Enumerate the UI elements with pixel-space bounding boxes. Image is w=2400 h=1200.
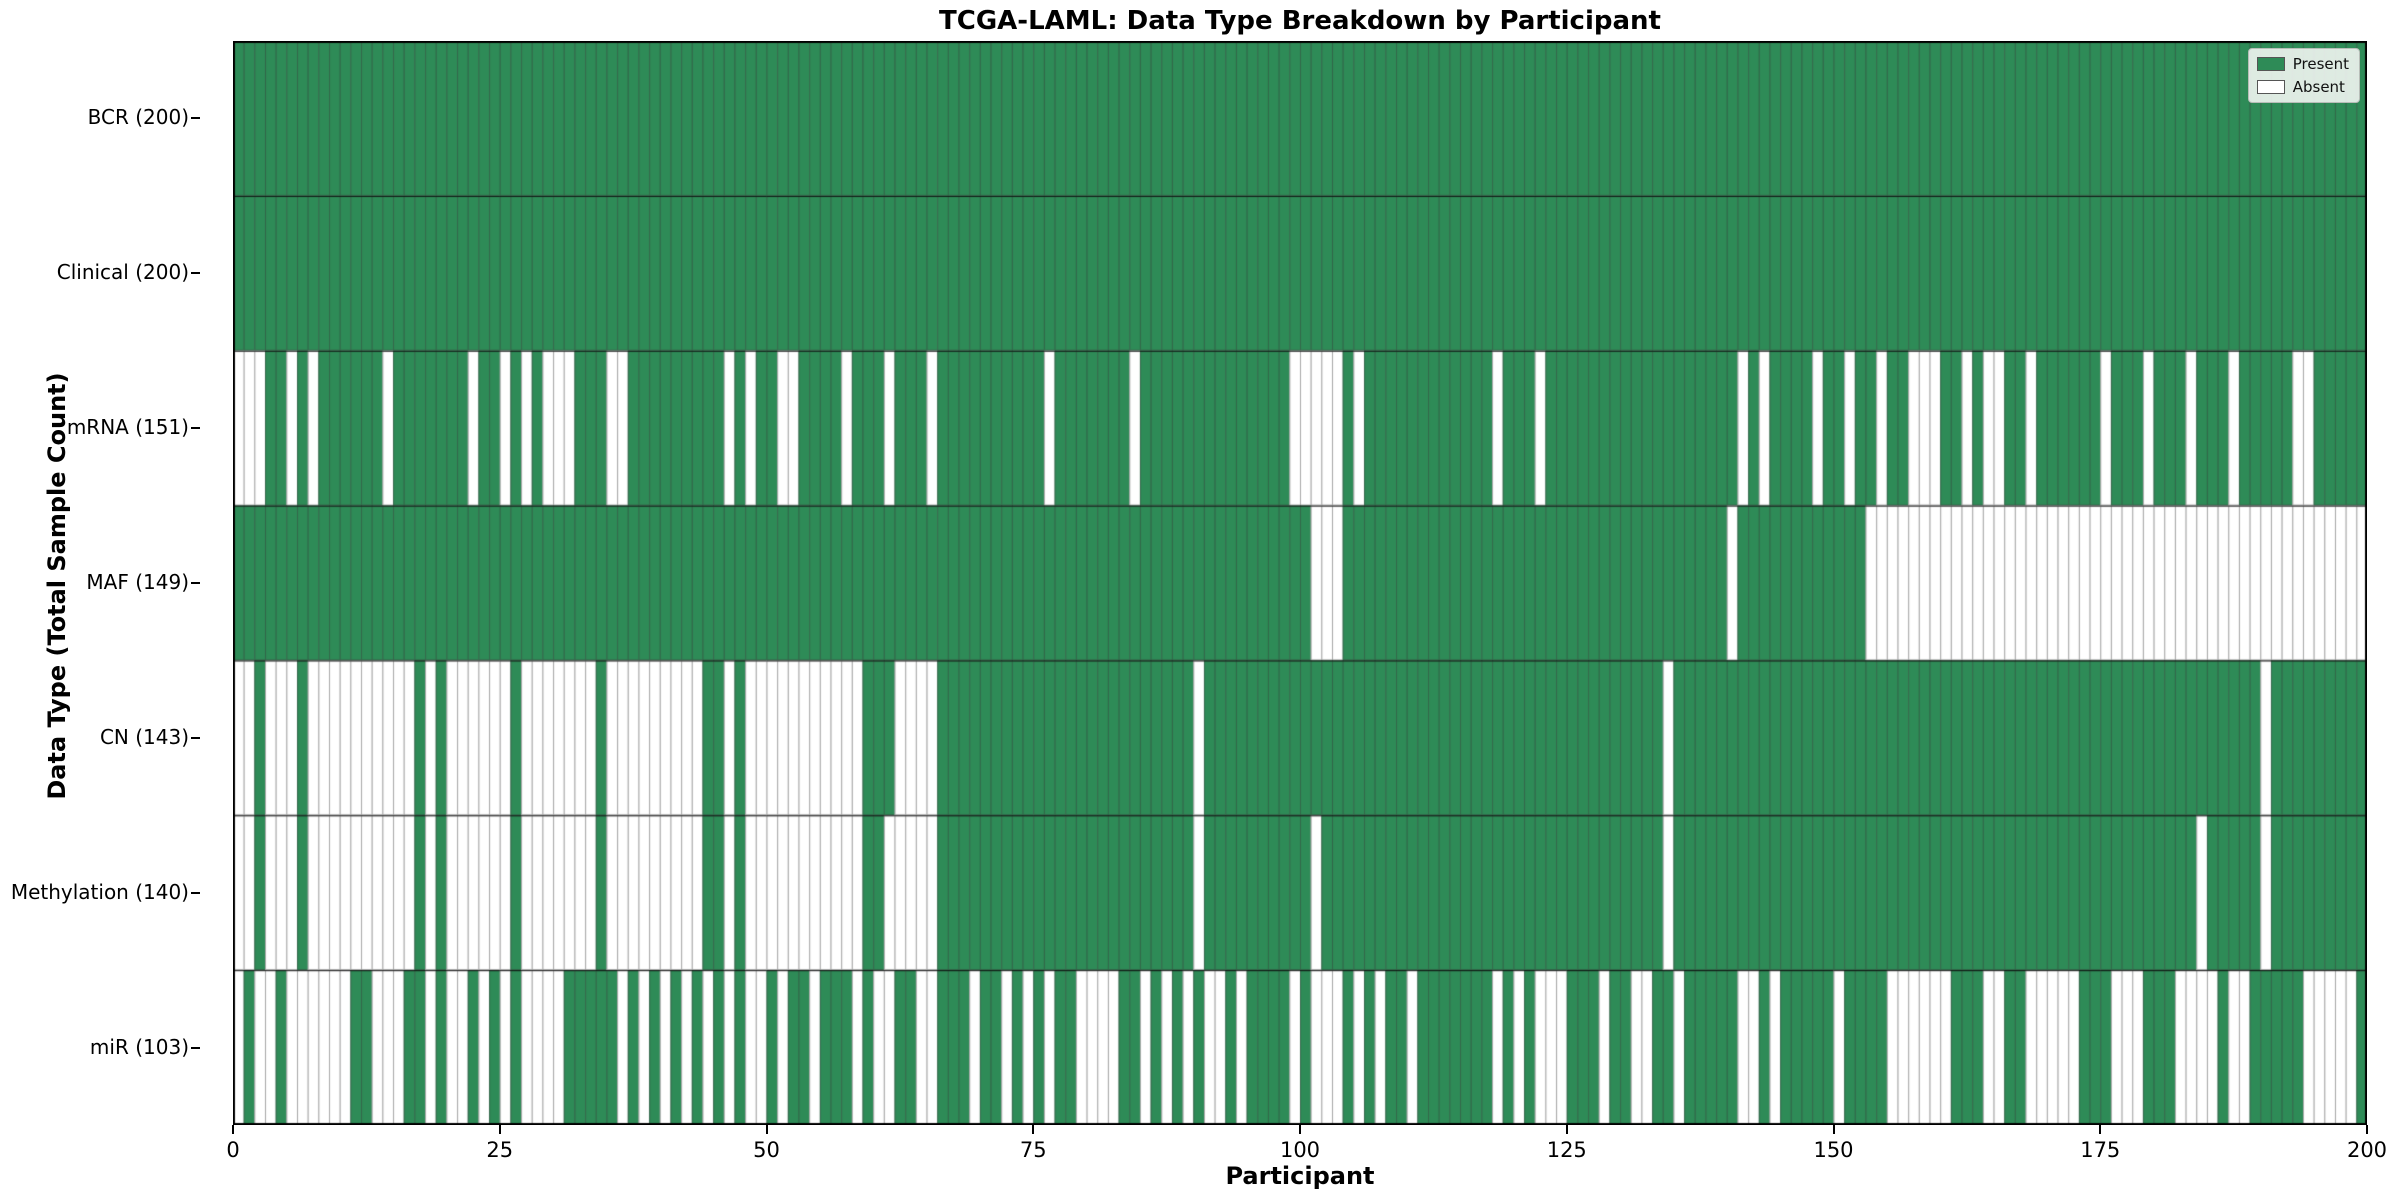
x-tick-label-175: 175 [2080,1138,2121,1162]
legend-label-present: Present [2292,55,2349,73]
x-tick-mark [498,1125,501,1134]
row-label-Methylation: Methylation (140) [10,879,189,904]
y-tick-mark [191,582,200,584]
x-tick-label-100: 100 [1279,1138,1321,1162]
row-label-miR: miR (103) [89,1034,189,1059]
present-swatch-icon [2256,57,2285,71]
x-tick-label-125: 125 [1546,1138,1587,1162]
x-tick-mark [765,1125,768,1134]
absent-swatch-icon [2256,80,2285,94]
x-tick-mark [1032,1125,1035,1134]
y-tick-mark [191,272,200,275]
x-tick-mark [2099,1125,2102,1134]
plot-area: BCR (200) Clinical (200) mRNA (151) MAF (14… [11,41,2387,1162]
y-tick-mark [191,891,200,894]
row-label-MAF: MAF (149) [86,570,189,594]
legend: Present Absent [2247,48,2360,103]
legend-entry-absent: Absent [2256,78,2349,96]
row-label-CN: CN (143) [99,724,189,749]
x-tick-mark [1299,1125,1301,1134]
row-label-mRNA: mRNA (151) [66,415,189,440]
x-tick-mark [232,1125,234,1134]
y-tick-mark [191,427,200,430]
x-tick-label-200: 200 [2346,1138,2388,1162]
chart-title: TCGA-LAML: Data Type Breakdown by Partic… [939,6,1661,36]
legend-entry-present: Present [2256,55,2349,73]
x-tick-label-75: 75 [1019,1138,1047,1162]
y-tick-mark [191,117,200,120]
x-tick-label-0: 0 [226,1138,240,1162]
x-tick-label-50: 50 [753,1138,780,1162]
x-axis-label: Participant [1225,1162,1375,1190]
x-tick-mark [1832,1125,1835,1134]
legend-label-absent: Absent [2292,78,2345,96]
x-tick-mark [2366,1125,2368,1134]
x-tick-label-150: 150 [1813,1138,1854,1162]
heatmap-canvas [233,41,2367,1125]
row-label-Clinical: Clinical (200) [56,260,189,285]
y-tick-mark [191,1046,200,1049]
x-tick-label-25: 25 [486,1138,514,1162]
x-tick-mark [1565,1125,1568,1134]
row-label-BCR: BCR (200) [87,105,189,130]
y-tick-mark [191,736,200,739]
